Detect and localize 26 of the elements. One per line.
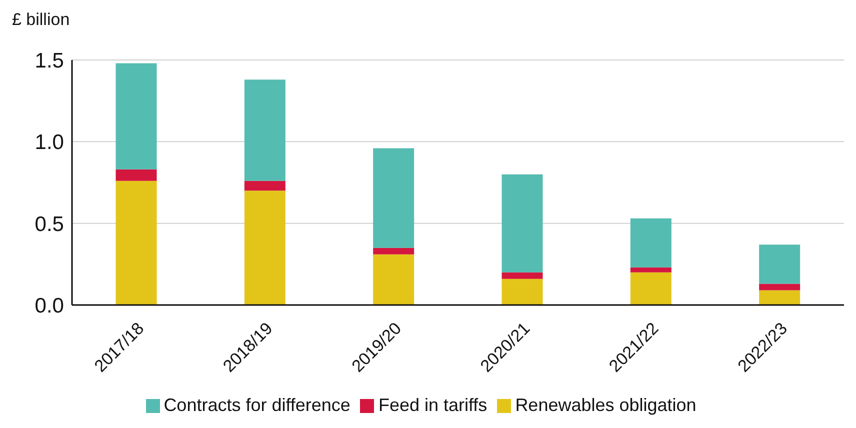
bar <box>373 148 414 248</box>
legend-label: Contracts for difference <box>164 395 350 415</box>
bar <box>116 180 157 305</box>
bar <box>759 290 800 305</box>
bar <box>502 272 543 279</box>
bar <box>759 284 800 290</box>
bar <box>759 244 800 284</box>
bar <box>630 267 672 272</box>
bar <box>502 174 543 272</box>
bar <box>244 190 286 305</box>
y-tick-label: 1.5 <box>34 49 64 72</box>
bar <box>116 63 157 170</box>
bar <box>630 218 672 268</box>
bar <box>116 169 157 181</box>
bar <box>502 278 543 305</box>
bar <box>244 80 286 181</box>
legend-label: Feed in tariffs <box>378 395 488 415</box>
bar <box>373 254 414 305</box>
bar <box>373 248 414 254</box>
bar <box>630 272 672 305</box>
y-tick-label: 0.5 <box>34 212 64 236</box>
bar <box>244 180 286 191</box>
y-tick-label: 1.0 <box>34 131 64 154</box>
y-tick-label: 0.0 <box>34 294 64 318</box>
y-axis-title: £ billion <box>12 10 70 30</box>
legend-label: Renewables obligation <box>515 395 696 415</box>
